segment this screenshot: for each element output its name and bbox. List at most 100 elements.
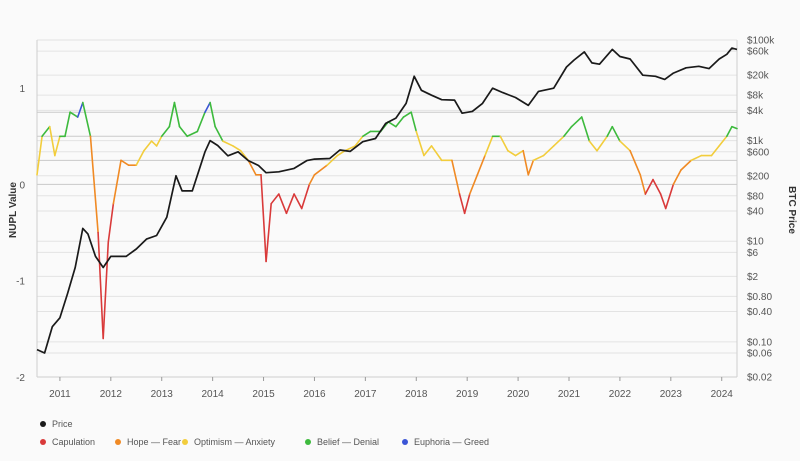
nupl-segment <box>629 149 642 176</box>
nupl-segment <box>336 149 346 157</box>
nupl-segment <box>410 111 418 133</box>
nupl-segment <box>552 135 565 147</box>
nupl-segment <box>41 125 51 138</box>
x-tick-label: 2024 <box>711 389 734 400</box>
nupl-segment <box>344 145 356 152</box>
nupl-segment <box>718 135 728 147</box>
nupl-segment <box>415 130 425 157</box>
legend-marker <box>182 439 188 445</box>
nupl-segment <box>580 116 591 142</box>
nupl-segment <box>588 140 598 152</box>
nupl-segment <box>726 125 733 138</box>
right-tick-label: $2 <box>747 272 759 283</box>
x-tick-label: 2022 <box>609 389 632 400</box>
right-tick-label: $80 <box>747 191 764 202</box>
nupl-segment <box>514 149 524 157</box>
x-axis: 2011 2012 2013 2014 2015 2016 2017 2018 2019 2020… <box>49 377 733 400</box>
nupl-segment <box>463 193 471 215</box>
nupl-segment <box>563 125 573 138</box>
nupl-segment <box>150 140 158 147</box>
nupl-segment <box>278 193 288 215</box>
nupl-segment <box>596 135 608 152</box>
nupl-segment <box>639 174 647 195</box>
nupl-segment <box>178 125 188 138</box>
x-tick-label: 2016 <box>303 389 326 400</box>
legend-marker <box>115 439 121 445</box>
nupl-segment <box>690 154 703 162</box>
right-tick-label: $0.40 <box>747 307 772 318</box>
nupl-segment <box>186 130 199 138</box>
price-line <box>36 47 738 354</box>
nupl-segment <box>82 101 92 138</box>
right-tick-label: $8k <box>747 91 764 102</box>
nupl-segment <box>362 130 372 138</box>
x-tick-label: 2023 <box>660 389 683 400</box>
right-tick-label: $60k <box>747 47 770 58</box>
nupl-segment <box>527 159 535 176</box>
nupl-segment <box>54 135 61 157</box>
nupl-segment <box>354 135 364 147</box>
x-tick-label: 2018 <box>405 389 428 400</box>
nupl-segment <box>644 178 654 195</box>
x-tick-label: 2015 <box>252 389 275 400</box>
x-tick-label: 2020 <box>507 389 530 400</box>
right-tick-label: $40 <box>747 206 764 217</box>
legend-label: Euphoria — Greed <box>414 437 489 447</box>
nupl-segment <box>64 111 71 138</box>
x-tick-label: 2013 <box>151 389 174 400</box>
nupl-segment <box>542 145 555 157</box>
right-tick-label: $20k <box>747 71 770 82</box>
nupl-segment <box>285 193 295 215</box>
legend-label: Hope — Fear <box>127 437 181 447</box>
x-tick-label: 2021 <box>558 389 581 400</box>
nupl-segment <box>112 159 122 205</box>
nupl-segment <box>270 193 280 205</box>
nupl-segment <box>155 135 163 147</box>
right-tick-label: $600 <box>747 147 770 158</box>
nupl-segment <box>326 154 339 166</box>
nupl-segment <box>89 135 99 234</box>
nupl-segment <box>611 125 621 142</box>
nupl-segment <box>173 101 181 128</box>
nupl-segment <box>196 111 206 133</box>
nupl-segment <box>69 111 79 118</box>
right-tick-label: $4k <box>747 106 764 117</box>
x-tick-label: 2014 <box>202 389 225 400</box>
legend-label: Belief — Denial <box>317 437 379 447</box>
nupl-segment <box>710 145 720 157</box>
nupl-segment <box>570 116 583 128</box>
nupl-segment <box>451 159 461 195</box>
nupl-segment <box>395 116 405 128</box>
nupl-segment <box>102 241 110 340</box>
legend-marker <box>40 439 46 445</box>
nupl-segment <box>120 159 130 166</box>
nupl-segment <box>160 125 171 138</box>
series-layer <box>36 47 738 354</box>
nupl-segment <box>458 193 466 215</box>
nupl-segment <box>97 231 104 340</box>
nupl-segment <box>430 145 443 162</box>
right-axis: $100k$60k$20k$8k$4k$1k$600$200$80$40$10$… <box>747 36 775 384</box>
nupl-segment <box>387 121 397 128</box>
nupl-segment <box>680 159 692 171</box>
nupl-segment <box>135 149 145 166</box>
nupl-segment <box>308 174 316 186</box>
left-tick-label: 1 <box>19 84 25 95</box>
legend-label: Optimism — Anxiety <box>194 437 276 447</box>
left-tick-label: -1 <box>16 277 25 288</box>
nupl-segment <box>293 193 303 210</box>
nupl-segment <box>313 164 328 176</box>
nupl-segment <box>731 125 738 130</box>
left-tick-label: 0 <box>19 180 25 191</box>
left-axis-title: NUPL Value <box>8 182 19 238</box>
nupl-segment <box>664 183 675 210</box>
nupl-segment <box>507 149 517 157</box>
threshold-lines <box>37 111 737 185</box>
right-tick-label: $0.10 <box>747 337 772 348</box>
nupl-segment <box>232 145 242 152</box>
nupl-segment <box>209 101 216 128</box>
right-tick-label: $200 <box>747 171 770 182</box>
x-tick-label: 2011 <box>49 389 71 400</box>
right-tick-label: $1k <box>747 136 764 147</box>
nupl-segment <box>619 140 631 152</box>
